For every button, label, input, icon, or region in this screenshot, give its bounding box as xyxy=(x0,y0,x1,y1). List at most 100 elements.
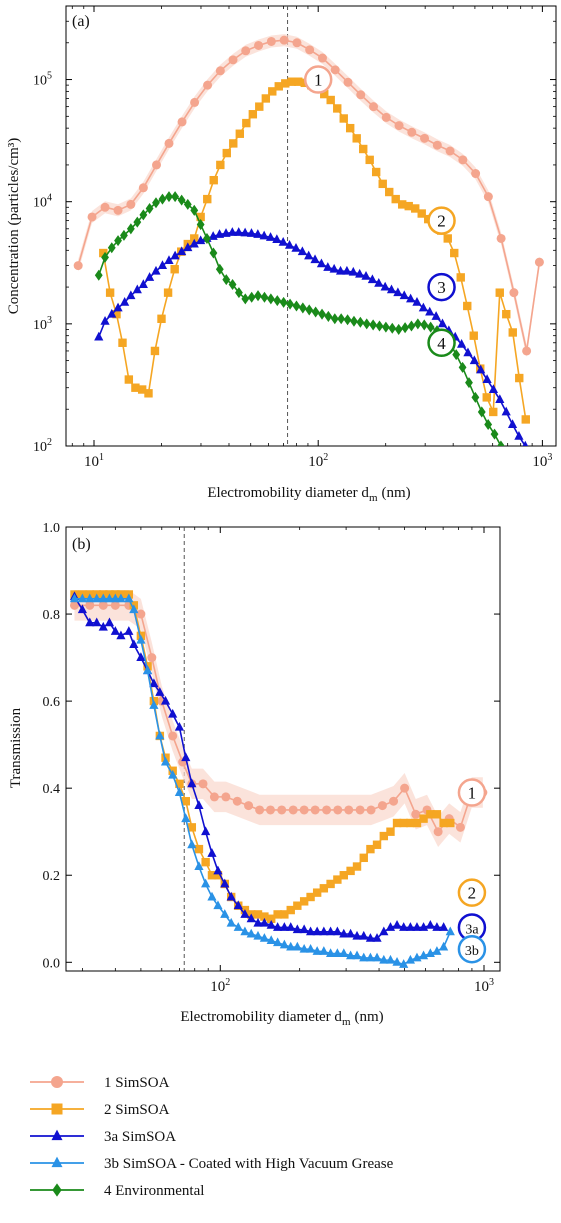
panel-b-y-tick-label-4: 0.8 xyxy=(43,608,61,623)
panel-b-series-3b-point-1 xyxy=(77,593,87,603)
panel-b-series-2-point-31 xyxy=(273,910,282,919)
panel-a-series-4-point-35 xyxy=(318,308,326,320)
panel-a-series-3-point-43 xyxy=(367,274,378,284)
panel-a-series-3-point-38 xyxy=(335,265,346,275)
panel-b-series-2-point-46 xyxy=(372,840,382,849)
panel-a-series-4-point-9 xyxy=(152,197,160,209)
panel-a-series-2-point-39 xyxy=(352,134,361,143)
panel-a-series-4-point-46 xyxy=(388,322,397,334)
panel-a-series-2-point-49 xyxy=(417,209,426,218)
panel-b-series-3b-point-16 xyxy=(174,787,185,796)
panel-a-series-1-point-22 xyxy=(356,90,366,100)
panel-a-y-tick-label-3: 105 xyxy=(33,71,52,89)
panel-b-series-3b-point-38 xyxy=(319,946,329,955)
panel-b-series-3b-point-40 xyxy=(332,948,342,958)
panel-b-series-1-point-30 xyxy=(411,809,421,819)
panel-b-series-3b-point-29 xyxy=(259,933,270,942)
panel-a-series-4-point-29 xyxy=(279,296,288,308)
panel-a-x-tick-label-exp-0: 1 xyxy=(99,452,104,463)
panel-a-series-3-point-15 xyxy=(189,238,199,248)
panel-a-series-4-point-34 xyxy=(311,306,320,318)
panel-a-annotation-circle-1 xyxy=(303,65,333,94)
panel-a-x-axis-label-main: Electromobility diameter d xyxy=(207,485,369,501)
panel-a-series-3-point-23 xyxy=(240,227,250,237)
panel-a-series-2-point-59 xyxy=(482,393,491,402)
panel-a-series-4-point-60 xyxy=(477,406,486,418)
panel-a-series xyxy=(73,34,544,446)
panel-b-series-3b-point-49 xyxy=(392,957,402,966)
panel-b-series-3a-point-20 xyxy=(201,826,211,836)
panel-a-series-3-point-30 xyxy=(284,239,295,249)
panel-b-series-3b-point-55 xyxy=(432,946,442,955)
panel-a-series-4-point-5 xyxy=(126,223,135,235)
panel-a-series-2-point-22 xyxy=(242,118,251,128)
panel-b-series-3b-point-33 xyxy=(286,941,296,951)
panel-b-x-tick-label-0: 102 xyxy=(210,977,230,995)
panel-b-series-2-point-28 xyxy=(253,910,263,919)
panel-b-series-2-point-49 xyxy=(392,818,402,828)
panel-b-series-3b-point-28 xyxy=(253,930,263,940)
panel-a-series-3-point-65 xyxy=(507,419,518,428)
panel-b-series-2-point-32 xyxy=(280,910,289,919)
panel-a-series-2-point-4 xyxy=(124,375,134,384)
panel-b-series-3a-point-12 xyxy=(149,678,159,688)
panel-a-series-1-point-30 xyxy=(458,155,468,165)
panel-b-series-1-point-6 xyxy=(147,653,157,663)
panel-b-annotation-circle-1 xyxy=(457,778,487,807)
panel-a-series-2-point-44 xyxy=(385,187,394,197)
panel-a-series-3-point-66 xyxy=(514,431,524,440)
panel-a-series-1-point-8 xyxy=(177,117,187,127)
panel-a-series-1-point-10 xyxy=(203,80,213,90)
panel-b-series-3a-point-42 xyxy=(345,928,356,938)
panel-a-series-3-point-10 xyxy=(157,260,168,270)
panel-b-series-3b-point-56 xyxy=(439,941,449,951)
panel-a-series-2-point-8 xyxy=(150,346,160,356)
panel-a-series-2-point-43 xyxy=(378,179,387,189)
panel-a-series-2-point-45 xyxy=(391,194,400,204)
panel-a-annotation-label-3: 3 xyxy=(437,278,446,297)
panel-b-series-2-point-55 xyxy=(432,810,442,819)
panel-a-series-3-point-36 xyxy=(323,262,333,271)
panel-a-series-2-point-60 xyxy=(489,407,498,417)
panel-a-series-1-point-17 xyxy=(292,38,302,48)
panel-a-y-tick-label-1: 103 xyxy=(33,315,52,333)
panel-b-y-tick-label-1: 0.2 xyxy=(43,869,61,884)
panel-b-series-2-point-51 xyxy=(406,818,415,828)
panel-b-series-2-point-40 xyxy=(333,875,342,884)
panel-a-x-tick-label-exp-1: 2 xyxy=(323,452,328,463)
panel-b-series-3b-point-23 xyxy=(220,909,230,918)
panel-b-x-tick-label-exp-0: 2 xyxy=(225,977,230,988)
panel-b-series-3b-point-41 xyxy=(339,948,349,958)
panel-b-x-tick-label-base-1: 10 xyxy=(474,979,489,995)
panel-b-plot-area xyxy=(69,590,488,968)
panel-b-series-1-point-16 xyxy=(255,805,265,815)
panel-b-annotation-label-3a: 3a xyxy=(465,922,479,937)
panel-a-series-2-point-17 xyxy=(209,175,218,185)
panel-b-series-3a-point-36 xyxy=(305,926,316,936)
panel-b-series-3b-point-19 xyxy=(194,861,204,870)
panel-b-x-axis-label-unit: (nm) xyxy=(355,1009,384,1025)
panel-b-series-3a-point-19 xyxy=(194,800,204,810)
panel-a-series-3-point-35 xyxy=(316,258,327,268)
panel-b-series-3a-point-56 xyxy=(439,922,449,931)
panel-b-series-1-point-11 xyxy=(198,779,208,789)
panel-b-series-2-point-43 xyxy=(352,862,362,871)
panel-a-series-3-point-20 xyxy=(221,228,231,237)
panel-a-series-3-point-67 xyxy=(522,440,529,446)
panel-b-series-3b-point-8 xyxy=(124,593,134,603)
panel-a-series-3-point-28 xyxy=(272,234,282,243)
panel-a-series-4-point-48 xyxy=(401,322,410,334)
panel-a-series-4-point-58 xyxy=(465,377,473,389)
panel-a-series-1-point-31 xyxy=(471,169,481,179)
panel-b-series-3a-point-28 xyxy=(253,917,263,927)
panel-a-series-4-point-13 xyxy=(177,194,186,206)
panel-a-series-4-point-25 xyxy=(254,290,262,302)
panel-b-series-3b-point-47 xyxy=(379,954,389,964)
panel-a-series-1-point-25 xyxy=(394,121,404,131)
panel-a-series-4-point-63 xyxy=(497,440,505,446)
panel-a-series-3-point-4 xyxy=(120,297,130,306)
panel-a-x-tick-label-exp-2: 3 xyxy=(547,452,552,463)
panel-a-series-4-point-10 xyxy=(158,193,167,205)
panel-a-annotation-circle-3 xyxy=(427,272,456,302)
panel-b-series-1-point-24 xyxy=(344,805,354,815)
